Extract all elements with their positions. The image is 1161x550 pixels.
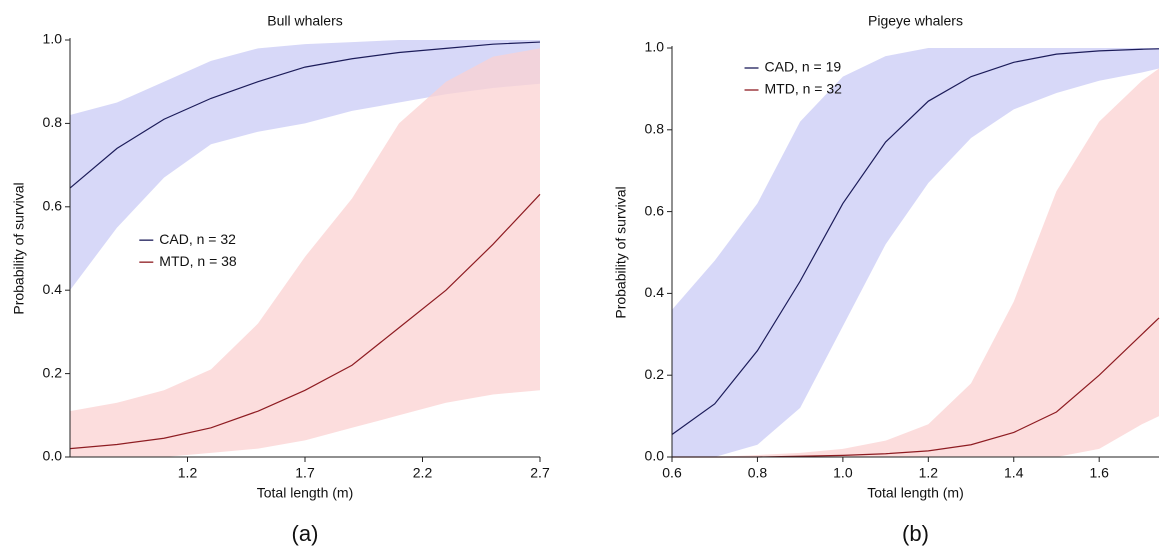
y-axis-label: Probability of survival xyxy=(613,186,629,318)
panel: 0.0 0.2 0.4 0.6 0.8 1.0 1.2 1.7 2.2 2.7 Bull whale… xyxy=(11,13,550,546)
y-tick-label: 1.0 xyxy=(645,39,665,55)
line xyxy=(671,48,1160,435)
y-tick-label: 0.2 xyxy=(43,364,63,380)
x-tick-label: 2.2 xyxy=(413,465,433,481)
x-tick-label: 1.0 xyxy=(833,465,853,481)
x-tick-label: 1.7 xyxy=(295,465,315,481)
legend-label: CAD, n = 19 xyxy=(765,59,842,75)
y-tick-label: 0.4 xyxy=(645,284,665,300)
x-tick-label: 2.7 xyxy=(530,465,550,481)
legend-label: MTD, n = 32 xyxy=(765,81,843,97)
chart-title: Pigeye whalers xyxy=(868,13,963,29)
y-axis-label: Probability of survival xyxy=(11,182,27,314)
confidence-band xyxy=(70,40,540,291)
confidence-band xyxy=(70,48,540,458)
confidence-band xyxy=(672,48,1159,457)
confidence-band xyxy=(672,68,1159,457)
y-tick-label: 0.8 xyxy=(43,114,63,130)
line xyxy=(69,41,541,189)
line xyxy=(69,193,541,450)
chart-title: Bull whalers xyxy=(267,13,342,29)
x-tick-label: 1.4 xyxy=(1004,465,1024,481)
x-axis-label: Total length (m) xyxy=(867,485,963,501)
panel-label: (a) xyxy=(292,521,319,546)
x-tick-label: 0.8 xyxy=(748,465,768,481)
legend-label: MTD, n = 38 xyxy=(159,253,237,269)
x-tick-label: 1.6 xyxy=(1089,465,1109,481)
panel: 0.0 0.2 0.4 0.6 0.8 1.0 0.6 0.8 1.0 1.2 1.4 1.6 Pige… xyxy=(613,13,1160,546)
y-tick-label: 0.2 xyxy=(645,366,665,382)
y-tick-label: 0.0 xyxy=(43,448,63,464)
y-tick-label: 0.6 xyxy=(645,202,665,218)
x-tick-label: 0.6 xyxy=(662,465,682,481)
x-tick-label: 1.2 xyxy=(919,465,939,481)
x-axis-label: Total length (m) xyxy=(257,485,353,501)
y-tick-label: 0.8 xyxy=(645,121,665,137)
panel-label: (b) xyxy=(902,521,929,546)
legend-label: CAD, n = 32 xyxy=(159,231,236,247)
y-tick-label: 0.4 xyxy=(43,281,63,297)
x-tick-label: 1.2 xyxy=(178,465,198,481)
y-tick-label: 1.0 xyxy=(43,31,63,47)
y-tick-label: 0.0 xyxy=(645,448,665,464)
y-tick-label: 0.6 xyxy=(43,198,63,214)
